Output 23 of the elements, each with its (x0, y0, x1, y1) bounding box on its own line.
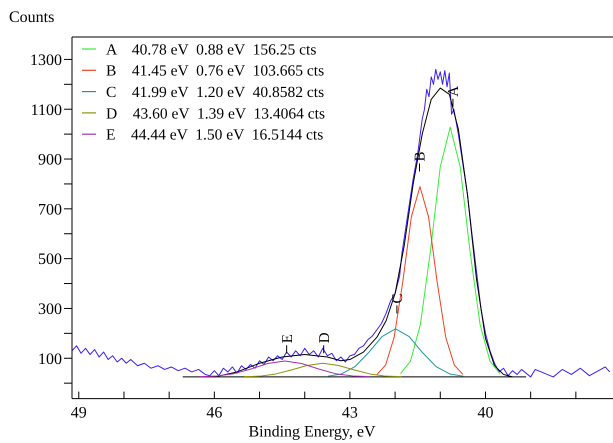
annotation: B (412, 151, 429, 162)
legend-label: A 40.78 eV 0.88 eV 156.25 cts (106, 41, 316, 58)
y-tick-label: 700 (38, 201, 62, 218)
annotation: C (390, 293, 406, 304)
x-tick-label: 49 (70, 404, 87, 422)
y-tick-label: 300 (38, 301, 62, 318)
y-tick-label: 500 (38, 251, 62, 268)
legend-label: B 41.45 eV 0.76 eV 103.665 cts (106, 62, 324, 80)
y-tick-label: 100 (38, 350, 62, 368)
legend-label: D 43.60 eV 1.39 eV 13.4064 cts (106, 105, 325, 122)
y-tick-label: 900 (38, 152, 62, 169)
y-tick-label: 1100 (30, 102, 62, 119)
x-tick-label: 43 (342, 404, 358, 422)
x-tick-label: 40 (477, 404, 494, 422)
x-tick-label: 46 (206, 404, 222, 422)
y-tick-label: 1300 (30, 52, 62, 70)
legend-label: E 44.44 eV 1.50 eV 16.5144 cts (106, 126, 324, 144)
legend-label: C 41.99 eV 1.20 eV 40.8582 cts (106, 84, 324, 102)
x-axis-title: Binding Energy, eV (248, 424, 376, 441)
annotation: D (316, 332, 333, 344)
y-axis-title: Counts (9, 9, 54, 26)
annotation: A (446, 86, 462, 97)
annotation: E (280, 334, 296, 344)
